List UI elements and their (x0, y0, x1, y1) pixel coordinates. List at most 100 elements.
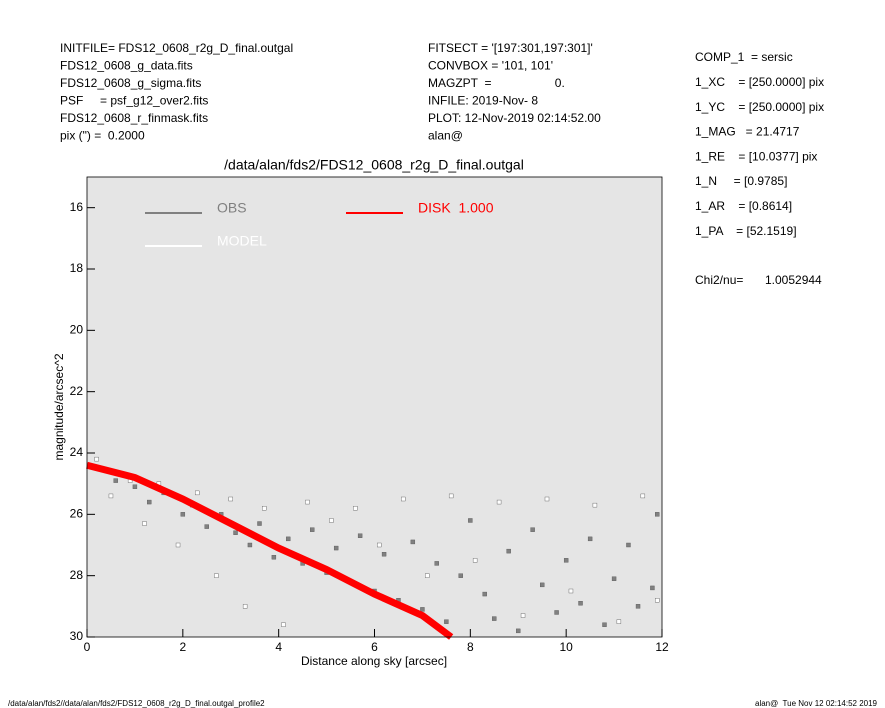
header-right-line: 1_AR = [0.8614] (695, 199, 792, 213)
data-point (578, 601, 583, 606)
data-point (655, 512, 660, 517)
data-point (247, 542, 253, 548)
header-right-line: 1_N = [0.9785] (695, 174, 787, 188)
data-point (592, 502, 598, 508)
header-middle-line: MAGZPT = 0. (428, 76, 565, 90)
data-point (377, 542, 382, 548)
data-point (640, 493, 646, 499)
data-point (214, 573, 219, 578)
data-point (616, 619, 622, 624)
data-point (444, 619, 449, 624)
y-tick-label: 20 (70, 323, 84, 337)
data-point (257, 521, 262, 526)
header-middle-line: PLOT: 12-Nov-2019 02:14:52.00 (428, 111, 601, 125)
header-middle-line: INFILE: 2019-Nov- 8 (428, 94, 538, 108)
header-middle-line: alan@ (428, 129, 463, 143)
data-point (228, 496, 233, 502)
legend-label: DISK 1.000 (418, 200, 494, 216)
data-point (195, 490, 200, 496)
data-point (271, 555, 277, 560)
data-point (401, 496, 406, 502)
y-tick-label: 22 (70, 384, 84, 398)
data-point (540, 582, 545, 588)
chart-title: /data/alan/fds2/FDS12_0608_r2g_D_final.o… (224, 157, 524, 173)
data-point (496, 499, 502, 505)
data-point (281, 622, 286, 627)
data-point (353, 506, 358, 511)
header-left-line: FDS12_0608_g_sigma.fits (60, 76, 201, 90)
header-right-line: 1_XC = [250.0000] pix (695, 75, 824, 89)
x-tick-label: 4 (275, 640, 282, 654)
header-middle-line: CONVBOX = '101, 101' (428, 59, 553, 73)
data-point (310, 527, 315, 532)
data-point (650, 585, 655, 591)
data-point (587, 536, 593, 542)
data-point (94, 456, 99, 462)
data-point (180, 512, 186, 517)
y-tick-label: 18 (70, 261, 84, 275)
data-point (233, 530, 238, 535)
data-point (568, 588, 574, 594)
data-point (147, 499, 152, 505)
x-tick-label: 12 (655, 640, 669, 654)
disk-line (86, 461, 454, 640)
data-point (425, 573, 430, 578)
data-point (544, 496, 550, 502)
data-point (410, 539, 416, 545)
legend-label: OBS (217, 200, 247, 216)
data-point (530, 527, 535, 532)
data-point (458, 573, 463, 578)
x-tick-label: 6 (371, 640, 378, 654)
data-point (175, 542, 181, 548)
header-left-line: INITFILE= FDS12_0608_r2g_D_final.outgal (60, 41, 293, 55)
header-middle-line: FITSECT = '[197:301,197:301]' (428, 41, 593, 55)
footer-left: /data/alan/fds2//data/alan/fds2/FDS12_06… (8, 699, 265, 708)
data-point (655, 598, 660, 603)
y-tick-label: 28 (70, 568, 84, 582)
header-right-line: 1_YC = [250.0000] pix (695, 100, 824, 114)
data-point (602, 622, 607, 627)
data-point (506, 548, 511, 554)
header-left-line: PSF = psf_g12_over2.fits (60, 94, 208, 108)
chi2-value: 1.0052944 (765, 273, 822, 287)
data-point (204, 524, 209, 529)
data-point (142, 521, 147, 526)
data-point (420, 607, 425, 612)
data-point (516, 628, 521, 634)
chi2-label: Chi2/nu= (695, 273, 743, 287)
x-axis-label: Distance along sky [arcsec] (301, 654, 447, 668)
x-tick-label: 10 (559, 640, 573, 654)
x-tick-label: 8 (467, 640, 474, 654)
data-point (520, 613, 526, 618)
data-point (333, 545, 339, 551)
data-point (242, 604, 248, 609)
data-point (635, 604, 641, 609)
x-tick-label: 0 (84, 640, 91, 654)
data-point (563, 558, 569, 563)
data-point (262, 506, 267, 511)
data-point (132, 484, 138, 489)
footer-right: alan@ Tue Nov 12 02:14:52 2019 (755, 699, 878, 708)
data-point (286, 536, 291, 542)
data-point (329, 518, 334, 523)
data-point (554, 610, 559, 615)
x-tick-label: 2 (179, 640, 186, 654)
header-right-line: 1_MAG = 21.4717 (695, 125, 800, 139)
legend-label: MODEL (217, 233, 267, 249)
header-left-line: pix (") = 0.2000 (60, 129, 145, 143)
data-point (434, 561, 439, 566)
data-point (113, 478, 118, 483)
header-left-line: FDS12_0608_g_data.fits (60, 59, 193, 73)
data-point (381, 552, 387, 557)
data-point (357, 533, 363, 538)
data-point (468, 518, 473, 523)
data-point (482, 591, 487, 597)
data-point (492, 616, 497, 621)
data-point (448, 493, 454, 499)
y-axis-label: magnitude/arcsec^2 (52, 353, 66, 460)
header-right-line: 1_RE = [10.0377] pix (695, 149, 817, 163)
y-tick-label: 30 (70, 629, 84, 643)
header-left-line: FDS12_0608_r_finmask.fits (60, 111, 208, 125)
data-point (611, 576, 617, 581)
